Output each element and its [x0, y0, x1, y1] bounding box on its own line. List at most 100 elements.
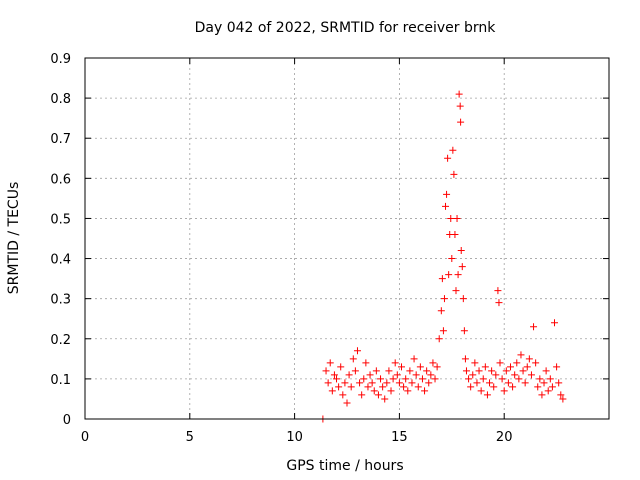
data-point — [483, 391, 491, 399]
data-point — [481, 363, 489, 371]
data-point — [542, 367, 550, 375]
data-point — [324, 379, 332, 387]
y-tick-label: 0.8 — [50, 92, 71, 107]
data-point — [437, 307, 445, 315]
data-point — [500, 387, 508, 395]
y-tick-label: 0.9 — [50, 52, 71, 67]
data-point — [364, 383, 372, 391]
data-point — [410, 355, 418, 363]
data-point — [400, 383, 408, 391]
data-point — [492, 371, 500, 379]
y-tick-label: 0 — [63, 413, 71, 428]
data-point — [372, 367, 380, 375]
data-point — [385, 367, 393, 375]
data-point — [457, 118, 465, 126]
data-point — [532, 359, 540, 367]
data-point — [337, 363, 345, 371]
data-point — [546, 375, 554, 383]
data-point — [523, 363, 531, 371]
data-point — [557, 391, 565, 399]
data-point — [486, 379, 494, 387]
data-point — [447, 214, 455, 222]
data-point — [449, 146, 457, 154]
data-point — [335, 383, 343, 391]
data-point — [435, 335, 443, 343]
data-point — [443, 190, 451, 198]
data-point — [356, 379, 364, 387]
data-point — [448, 255, 456, 263]
data-point — [460, 327, 468, 335]
data-point — [465, 375, 473, 383]
data-point — [513, 359, 521, 367]
data-point — [559, 395, 567, 403]
y-axis-label: SRMTID / TECUs — [6, 182, 22, 295]
data-point — [328, 387, 336, 395]
data-point — [442, 202, 450, 210]
data-point — [494, 287, 502, 295]
data-point — [427, 371, 435, 379]
x-tick-label: 0 — [81, 430, 89, 445]
data-point — [393, 371, 401, 379]
data-point — [343, 399, 351, 407]
data-point — [418, 375, 426, 383]
data-point — [358, 391, 366, 399]
data-point — [333, 375, 341, 383]
data-point — [438, 275, 446, 283]
data-point — [530, 323, 538, 331]
data-point — [444, 154, 452, 162]
data-point — [425, 379, 433, 387]
data-point — [341, 379, 349, 387]
data-point — [551, 319, 559, 327]
data-point — [502, 367, 510, 375]
data-point — [377, 375, 385, 383]
data-point — [429, 359, 437, 367]
data-point — [440, 295, 448, 303]
data-point — [360, 375, 368, 383]
data-points — [319, 90, 567, 423]
data-point — [521, 379, 529, 387]
data-point — [391, 359, 399, 367]
plot-frame — [84, 57, 610, 420]
data-point — [406, 367, 414, 375]
data-point — [534, 383, 542, 391]
data-point — [421, 387, 429, 395]
data-point — [433, 363, 441, 371]
data-point — [548, 383, 556, 391]
data-point — [536, 375, 544, 383]
y-tick-label: 0.4 — [50, 253, 71, 268]
data-point — [450, 170, 458, 178]
y-tick-label: 0.5 — [50, 212, 71, 227]
data-point — [404, 387, 412, 395]
data-point — [488, 367, 496, 375]
grid-lines — [85, 58, 609, 419]
data-point — [423, 367, 431, 375]
data-point — [509, 383, 517, 391]
y-tick-label: 0.6 — [50, 172, 71, 187]
data-point — [544, 387, 552, 395]
data-point — [387, 387, 395, 395]
data-point — [381, 395, 389, 403]
data-point — [402, 375, 410, 383]
data-point — [498, 375, 506, 383]
data-point — [445, 271, 453, 279]
y-tick-label: 0.3 — [50, 293, 71, 308]
data-point — [553, 363, 561, 371]
data-point — [383, 379, 391, 387]
data-point — [490, 383, 498, 391]
data-point — [455, 90, 463, 98]
data-point — [339, 391, 347, 399]
data-point — [495, 299, 503, 307]
data-point — [451, 230, 459, 238]
data-point — [408, 379, 416, 387]
axis-ticks: 0 5 10 15 20 0 0.1 0.2 0.3 0.4 0.5 0.6 0.7 0.8 0.9 — [50, 52, 609, 445]
data-point — [538, 391, 546, 399]
data-point — [517, 351, 525, 359]
data-point — [458, 263, 466, 271]
y-tick-label: 0.1 — [50, 373, 71, 388]
data-point — [366, 371, 374, 379]
data-point — [431, 375, 439, 383]
data-point — [454, 271, 462, 279]
data-point — [351, 367, 359, 375]
data-point — [368, 379, 376, 387]
data-point — [456, 102, 464, 110]
